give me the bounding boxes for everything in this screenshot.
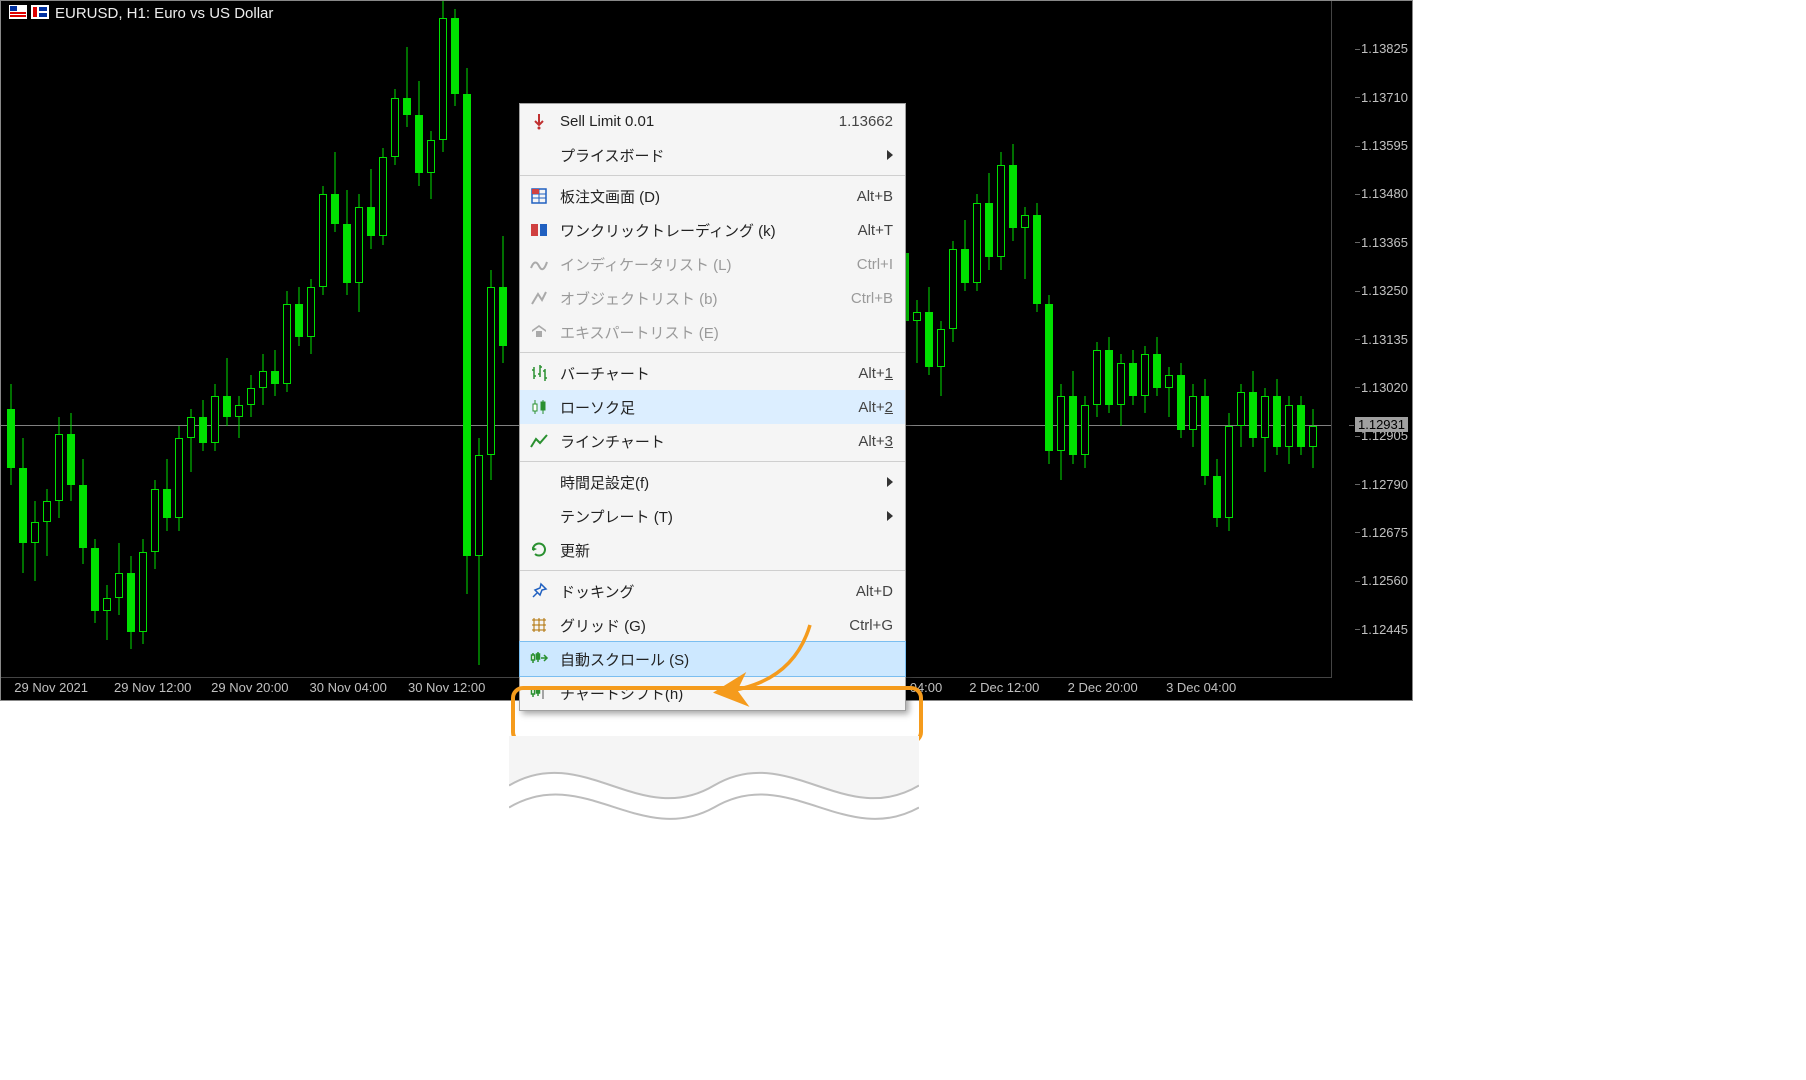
menu-item-label: 自動スクロール (S): [560, 649, 893, 670]
indicator-icon: [526, 252, 552, 276]
menu-item-shortcut: Alt+1: [858, 365, 893, 382]
menu-item[interactable]: グリッド (G) Ctrl+G: [520, 608, 905, 642]
menu-item-label: ラインチャート: [560, 431, 848, 452]
price-tick: 1.12560: [1361, 573, 1408, 588]
price-tick: 1.12445: [1361, 622, 1408, 637]
chart-title: EURUSD, H1: Euro vs US Dollar: [55, 5, 273, 22]
menu-item-label: ドッキング: [560, 581, 846, 602]
menu-item[interactable]: 時間足設定(f): [520, 465, 905, 499]
menu-item: インディケータリスト (L) Ctrl+I: [520, 247, 905, 281]
menu-item-label: インディケータリスト (L): [560, 254, 847, 275]
expert-icon: [526, 320, 552, 344]
menu-item-label: 更新: [560, 540, 893, 561]
menu-item[interactable]: ドッキング Alt+D: [520, 574, 905, 608]
menu-separator: [520, 352, 905, 353]
menu-item[interactable]: Sell Limit 0.01 1.13662: [520, 104, 905, 138]
blank-icon: [526, 504, 552, 528]
menu-item[interactable]: 更新: [520, 533, 905, 567]
autoscroll-icon: [526, 647, 552, 671]
time-tick: 30 Nov 04:00: [310, 680, 387, 695]
symbol-icon: [9, 5, 27, 19]
menu-item[interactable]: ローソク足 Alt+2: [520, 390, 905, 424]
menu-item-shortcut: Ctrl+G: [849, 617, 893, 634]
chevron-right-icon: [887, 511, 893, 521]
chevron-right-icon: [887, 150, 893, 160]
menu-item-label: プライスボード: [560, 145, 879, 166]
time-tick: 29 Nov 12:00: [114, 680, 191, 695]
oneclick-icon: [526, 218, 552, 242]
menu-item[interactable]: 自動スクロール (S): [520, 642, 905, 676]
menu-item-label: ワンクリックトレーディング (k): [560, 220, 848, 241]
menu-item[interactable]: ワンクリックトレーディング (k) Alt+T: [520, 213, 905, 247]
blank-icon: [526, 143, 552, 167]
chevron-right-icon: [887, 477, 893, 487]
price-tick: 1.13020: [1361, 380, 1408, 395]
sell-arrow-icon: [526, 109, 552, 133]
menu-item-shortcut: Ctrl+B: [851, 290, 893, 307]
current-price-label: 1.12931: [1355, 417, 1408, 432]
barchart-icon: [526, 361, 552, 385]
menu-item-label: 板注文画面 (D): [560, 186, 847, 207]
time-tick: 2 Dec 20:00: [1068, 680, 1138, 695]
menu-item[interactable]: ラインチャート Alt+3: [520, 424, 905, 458]
blank-icon: [526, 470, 552, 494]
menu-item-label: Sell Limit 0.01: [560, 113, 829, 130]
price-tick: 1.13250: [1361, 283, 1408, 298]
menu-separator: [520, 570, 905, 571]
price-axis[interactable]: 1.13825 1.13710 1.13595 1.13480 1.13365 1.132…: [1331, 1, 1412, 678]
menu-item-shortcut: Alt+T: [858, 222, 893, 239]
menu-item-shortcut: Alt+2: [858, 399, 893, 416]
price-tick: 1.13595: [1361, 138, 1408, 153]
menu-item-shortcut: Ctrl+I: [857, 256, 893, 273]
dom-icon: [526, 184, 552, 208]
price-tick: 1.12790: [1361, 477, 1408, 492]
menu-item[interactable]: 板注文画面 (D) Alt+B: [520, 179, 905, 213]
menu-item[interactable]: チャートシフト(h): [520, 676, 905, 710]
linechart-icon: [526, 429, 552, 453]
price-tick: 1.13135: [1361, 332, 1408, 347]
object-icon: [526, 286, 552, 310]
chartshift-icon: [526, 681, 552, 705]
price-tick: 1.13480: [1361, 186, 1408, 201]
menu-item-label: チャートシフト(h): [560, 683, 893, 704]
time-tick: 2 Dec 12:00: [969, 680, 1039, 695]
time-tick: 29 Nov 20:00: [211, 680, 288, 695]
menu-item[interactable]: プライスボード: [520, 138, 905, 172]
torn-edge: [509, 736, 919, 846]
price-tick: 1.13710: [1361, 90, 1408, 105]
price-tick: 1.13825: [1361, 41, 1408, 56]
menu-item-shortcut: Alt+D: [856, 583, 893, 600]
menu-item[interactable]: テンプレート (T): [520, 499, 905, 533]
menu-item-shortcut: 1.13662: [839, 113, 893, 130]
grid-icon: [526, 613, 552, 637]
time-tick: 29 Nov 2021: [14, 680, 88, 695]
provider-icon: [31, 5, 49, 19]
price-tick: 1.12675: [1361, 525, 1408, 540]
menu-item-label: 時間足設定(f): [560, 472, 879, 493]
menu-item-label: テンプレート (T): [560, 506, 879, 527]
menu-separator: [520, 461, 905, 462]
menu-item: エキスパートリスト (E): [520, 315, 905, 349]
menu-item-shortcut: Alt+B: [857, 188, 893, 205]
candle-icon: [526, 395, 552, 419]
menu-item: オブジェクトリスト (b) Ctrl+B: [520, 281, 905, 315]
menu-item-label: バーチャート: [560, 363, 848, 384]
menu-item-label: グリッド (G): [560, 615, 839, 636]
time-tick: 3 Dec 04:00: [1166, 680, 1236, 695]
menu-item[interactable]: バーチャート Alt+1: [520, 356, 905, 390]
menu-separator: [520, 175, 905, 176]
menu-item-label: オブジェクトリスト (b): [560, 288, 841, 309]
refresh-icon: [526, 538, 552, 562]
chart-context-menu[interactable]: Sell Limit 0.01 1.13662 プライスボード板注文画面 (D) Al…: [519, 103, 906, 711]
pin-icon: [526, 579, 552, 603]
menu-item-label: ローソク足: [560, 397, 848, 418]
time-tick: 30 Nov 12:00: [408, 680, 485, 695]
menu-item-label: エキスパートリスト (E): [560, 322, 893, 343]
price-tick: 1.13365: [1361, 235, 1408, 250]
menu-item-shortcut: Alt+3: [858, 433, 893, 450]
